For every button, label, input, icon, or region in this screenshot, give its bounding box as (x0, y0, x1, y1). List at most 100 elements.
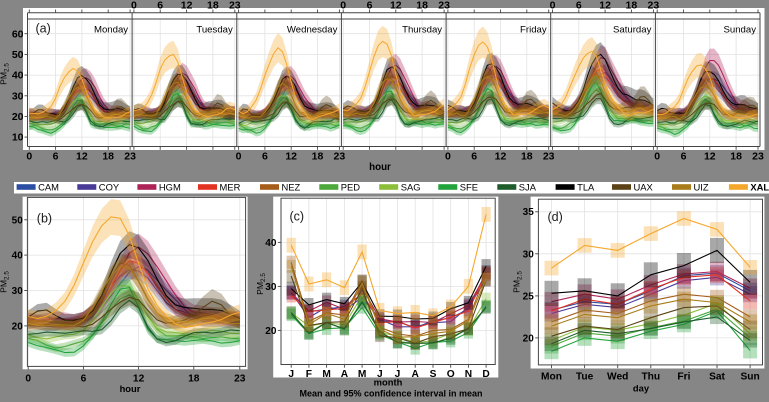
svg-text:0: 0 (654, 151, 660, 163)
svg-text:A: A (412, 369, 420, 380)
svg-text:Thursday: Thursday (402, 25, 442, 36)
svg-text:PED: PED (341, 181, 361, 192)
svg-text:CAM: CAM (38, 181, 59, 192)
svg-text:TLA: TLA (577, 181, 595, 192)
svg-text:30: 30 (12, 90, 24, 102)
svg-text:40: 40 (265, 238, 277, 249)
svg-text:MER: MER (220, 181, 241, 192)
svg-text:UIZ: UIZ (694, 181, 709, 192)
svg-text:HGM: HGM (159, 181, 181, 192)
svg-text:NEZ: NEZ (282, 181, 301, 192)
svg-text:Monday: Monday (94, 25, 128, 36)
svg-text:S: S (430, 369, 437, 380)
svg-text:12: 12 (181, 0, 193, 11)
svg-text:day: day (633, 383, 650, 394)
svg-text:SAG: SAG (401, 181, 421, 192)
svg-text:hour: hour (369, 162, 391, 173)
svg-text:0: 0 (25, 373, 31, 384)
svg-text:0: 0 (236, 151, 242, 163)
svg-text:18: 18 (416, 0, 428, 11)
svg-text:Tuesday: Tuesday (196, 25, 233, 36)
svg-text:40: 40 (12, 70, 24, 82)
svg-text:Sun: Sun (740, 372, 759, 383)
svg-text:(c): (c) (290, 210, 305, 224)
svg-text:18: 18 (188, 373, 200, 384)
svg-text:20: 20 (523, 333, 535, 344)
svg-text:Mon: Mon (541, 372, 562, 383)
svg-text:PM2.5: PM2.5 (0, 271, 11, 293)
svg-text:30: 30 (523, 249, 535, 260)
svg-text:0: 0 (26, 151, 32, 163)
svg-text:6: 6 (262, 151, 268, 163)
svg-text:N: N (465, 369, 472, 380)
svg-text:10: 10 (12, 132, 24, 144)
svg-text:23: 23 (334, 151, 346, 163)
svg-text:D: D (482, 369, 489, 380)
svg-text:F: F (306, 369, 312, 380)
svg-text:6: 6 (471, 151, 477, 163)
svg-text:12: 12 (495, 151, 507, 163)
svg-text:Sat: Sat (709, 372, 725, 383)
svg-text:M: M (358, 369, 367, 380)
svg-text:Sunday: Sunday (723, 25, 756, 36)
svg-text:(b): (b) (37, 212, 52, 226)
svg-text:40: 40 (12, 251, 24, 262)
svg-text:Saturday: Saturday (613, 25, 652, 36)
svg-text:SFE: SFE (460, 181, 478, 192)
svg-text:6: 6 (576, 0, 582, 11)
svg-text:Wed: Wed (607, 372, 628, 383)
svg-text:6: 6 (53, 151, 59, 163)
svg-text:COY: COY (99, 181, 120, 192)
svg-text:J: J (288, 369, 294, 380)
svg-text:20: 20 (12, 111, 24, 123)
svg-text:60: 60 (12, 28, 24, 40)
svg-text:30: 30 (12, 286, 24, 297)
svg-text:hour: hour (120, 383, 141, 394)
svg-text:0: 0 (550, 0, 556, 11)
svg-text:18: 18 (207, 0, 219, 11)
svg-text:12: 12 (76, 151, 88, 163)
svg-text:12: 12 (599, 0, 611, 11)
svg-text:Fri: Fri (677, 372, 690, 383)
svg-text:25: 25 (523, 291, 535, 302)
svg-text:6: 6 (157, 0, 163, 11)
svg-text:Friday: Friday (520, 25, 547, 36)
svg-text:23: 23 (124, 151, 136, 163)
svg-text:0: 0 (340, 0, 346, 11)
svg-text:23: 23 (648, 0, 660, 11)
svg-text:SJA: SJA (519, 181, 537, 192)
svg-text:18: 18 (102, 151, 114, 163)
svg-text:XAL: XAL (750, 181, 769, 192)
svg-text:0: 0 (445, 151, 451, 163)
svg-text:18: 18 (521, 151, 533, 163)
svg-text:6: 6 (681, 151, 687, 163)
svg-text:6: 6 (367, 0, 373, 11)
svg-text:Mean and 95% confidence interv: Mean and 95% confidence interval in mean (299, 389, 482, 399)
svg-text:UAX: UAX (634, 181, 654, 192)
svg-text:23: 23 (752, 151, 764, 163)
svg-text:18: 18 (312, 151, 324, 163)
svg-text:23: 23 (234, 373, 246, 384)
svg-text:Wednesday: Wednesday (287, 25, 338, 36)
svg-text:J: J (395, 369, 401, 380)
svg-text:PM2.5: PM2.5 (0, 63, 11, 85)
svg-text:O: O (447, 369, 455, 380)
svg-text:6: 6 (81, 373, 87, 384)
svg-text:12: 12 (133, 373, 145, 384)
svg-text:A: A (341, 369, 349, 380)
svg-text:30: 30 (265, 282, 277, 293)
svg-text:(a): (a) (36, 22, 51, 36)
svg-text:Tue: Tue (576, 372, 594, 383)
svg-text:23: 23 (543, 151, 555, 163)
svg-text:18: 18 (730, 151, 742, 163)
svg-text:M: M (322, 369, 331, 380)
svg-text:20: 20 (12, 321, 24, 332)
svg-text:Thu: Thu (641, 372, 660, 383)
svg-text:J: J (377, 369, 383, 380)
svg-text:12: 12 (285, 151, 297, 163)
svg-text:(d): (d) (548, 210, 563, 224)
svg-text:month: month (374, 377, 403, 388)
svg-text:35: 35 (523, 207, 535, 218)
svg-text:12: 12 (704, 151, 716, 163)
svg-text:20: 20 (265, 326, 277, 337)
